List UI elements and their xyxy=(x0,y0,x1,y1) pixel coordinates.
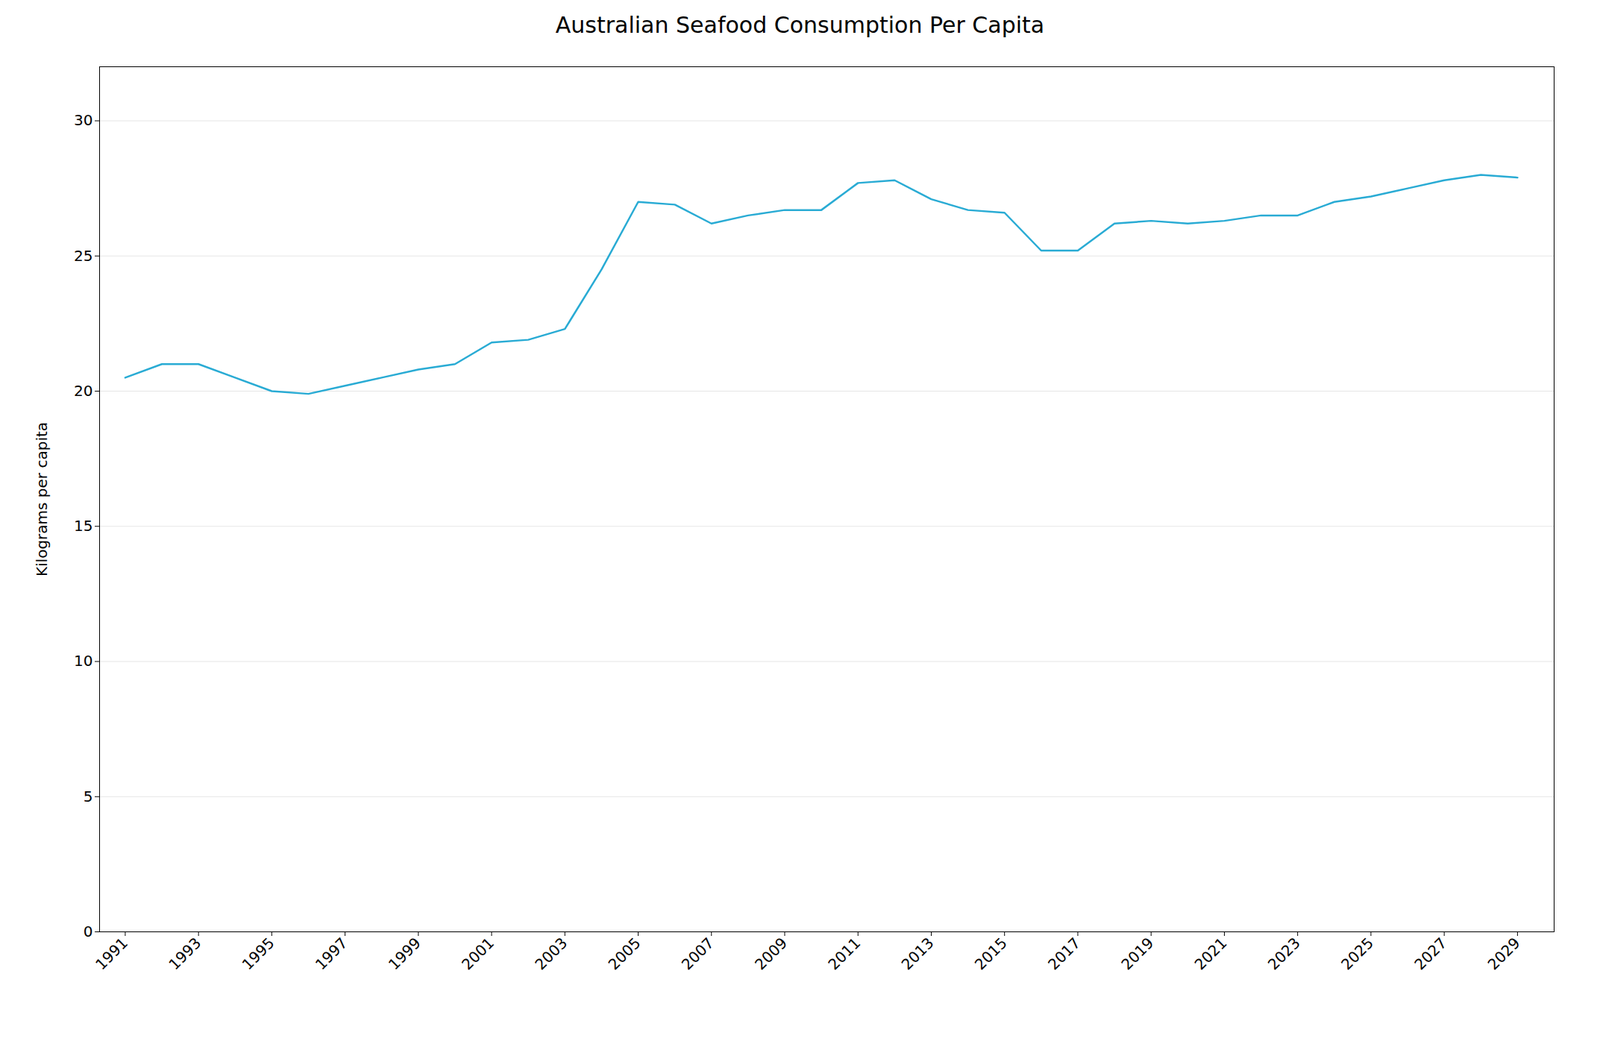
html-text:Australian Seafood Consumption: Australian Seafood Consumption Per Capit… xyxy=(555,11,1045,39)
svg-text:2007: 2007 xyxy=(677,933,717,974)
svg-text:1997: 1997 xyxy=(311,933,351,974)
svg-text:Kilograms per capita: Kilograms per capita xyxy=(32,422,50,577)
svg-text:25: 25 xyxy=(73,246,93,265)
svg-text:0: 0 xyxy=(82,922,93,941)
svg-text:2009: 2009 xyxy=(751,933,791,974)
svg-text:1995: 1995 xyxy=(237,933,278,974)
svg-text:30: 30 xyxy=(73,111,93,130)
svg-text:1999: 1999 xyxy=(384,933,424,974)
svg-text:2027: 2027 xyxy=(1410,933,1451,974)
svg-text:2005: 2005 xyxy=(604,933,644,974)
svg-text:1991: 1991 xyxy=(91,933,131,974)
svg-text:2017: 2017 xyxy=(1044,933,1084,974)
svg-text:10: 10 xyxy=(73,651,93,670)
svg-text:2003: 2003 xyxy=(531,933,571,974)
svg-text:2013: 2013 xyxy=(897,933,937,974)
svg-text:2023: 2023 xyxy=(1263,933,1304,974)
svg-text:2019: 2019 xyxy=(1117,933,1157,974)
svg-text:2011: 2011 xyxy=(824,933,864,974)
svg-text:2025: 2025 xyxy=(1337,933,1377,974)
svg-text:1993: 1993 xyxy=(164,933,205,974)
svg-text:2029: 2029 xyxy=(1483,933,1524,974)
svg-text:20: 20 xyxy=(73,381,93,400)
svg-text:2001: 2001 xyxy=(457,933,498,974)
svg-text:5: 5 xyxy=(82,787,93,806)
svg-text:2021: 2021 xyxy=(1190,933,1231,974)
svg-text:15: 15 xyxy=(73,516,93,535)
svg-text:2015: 2015 xyxy=(970,933,1010,974)
